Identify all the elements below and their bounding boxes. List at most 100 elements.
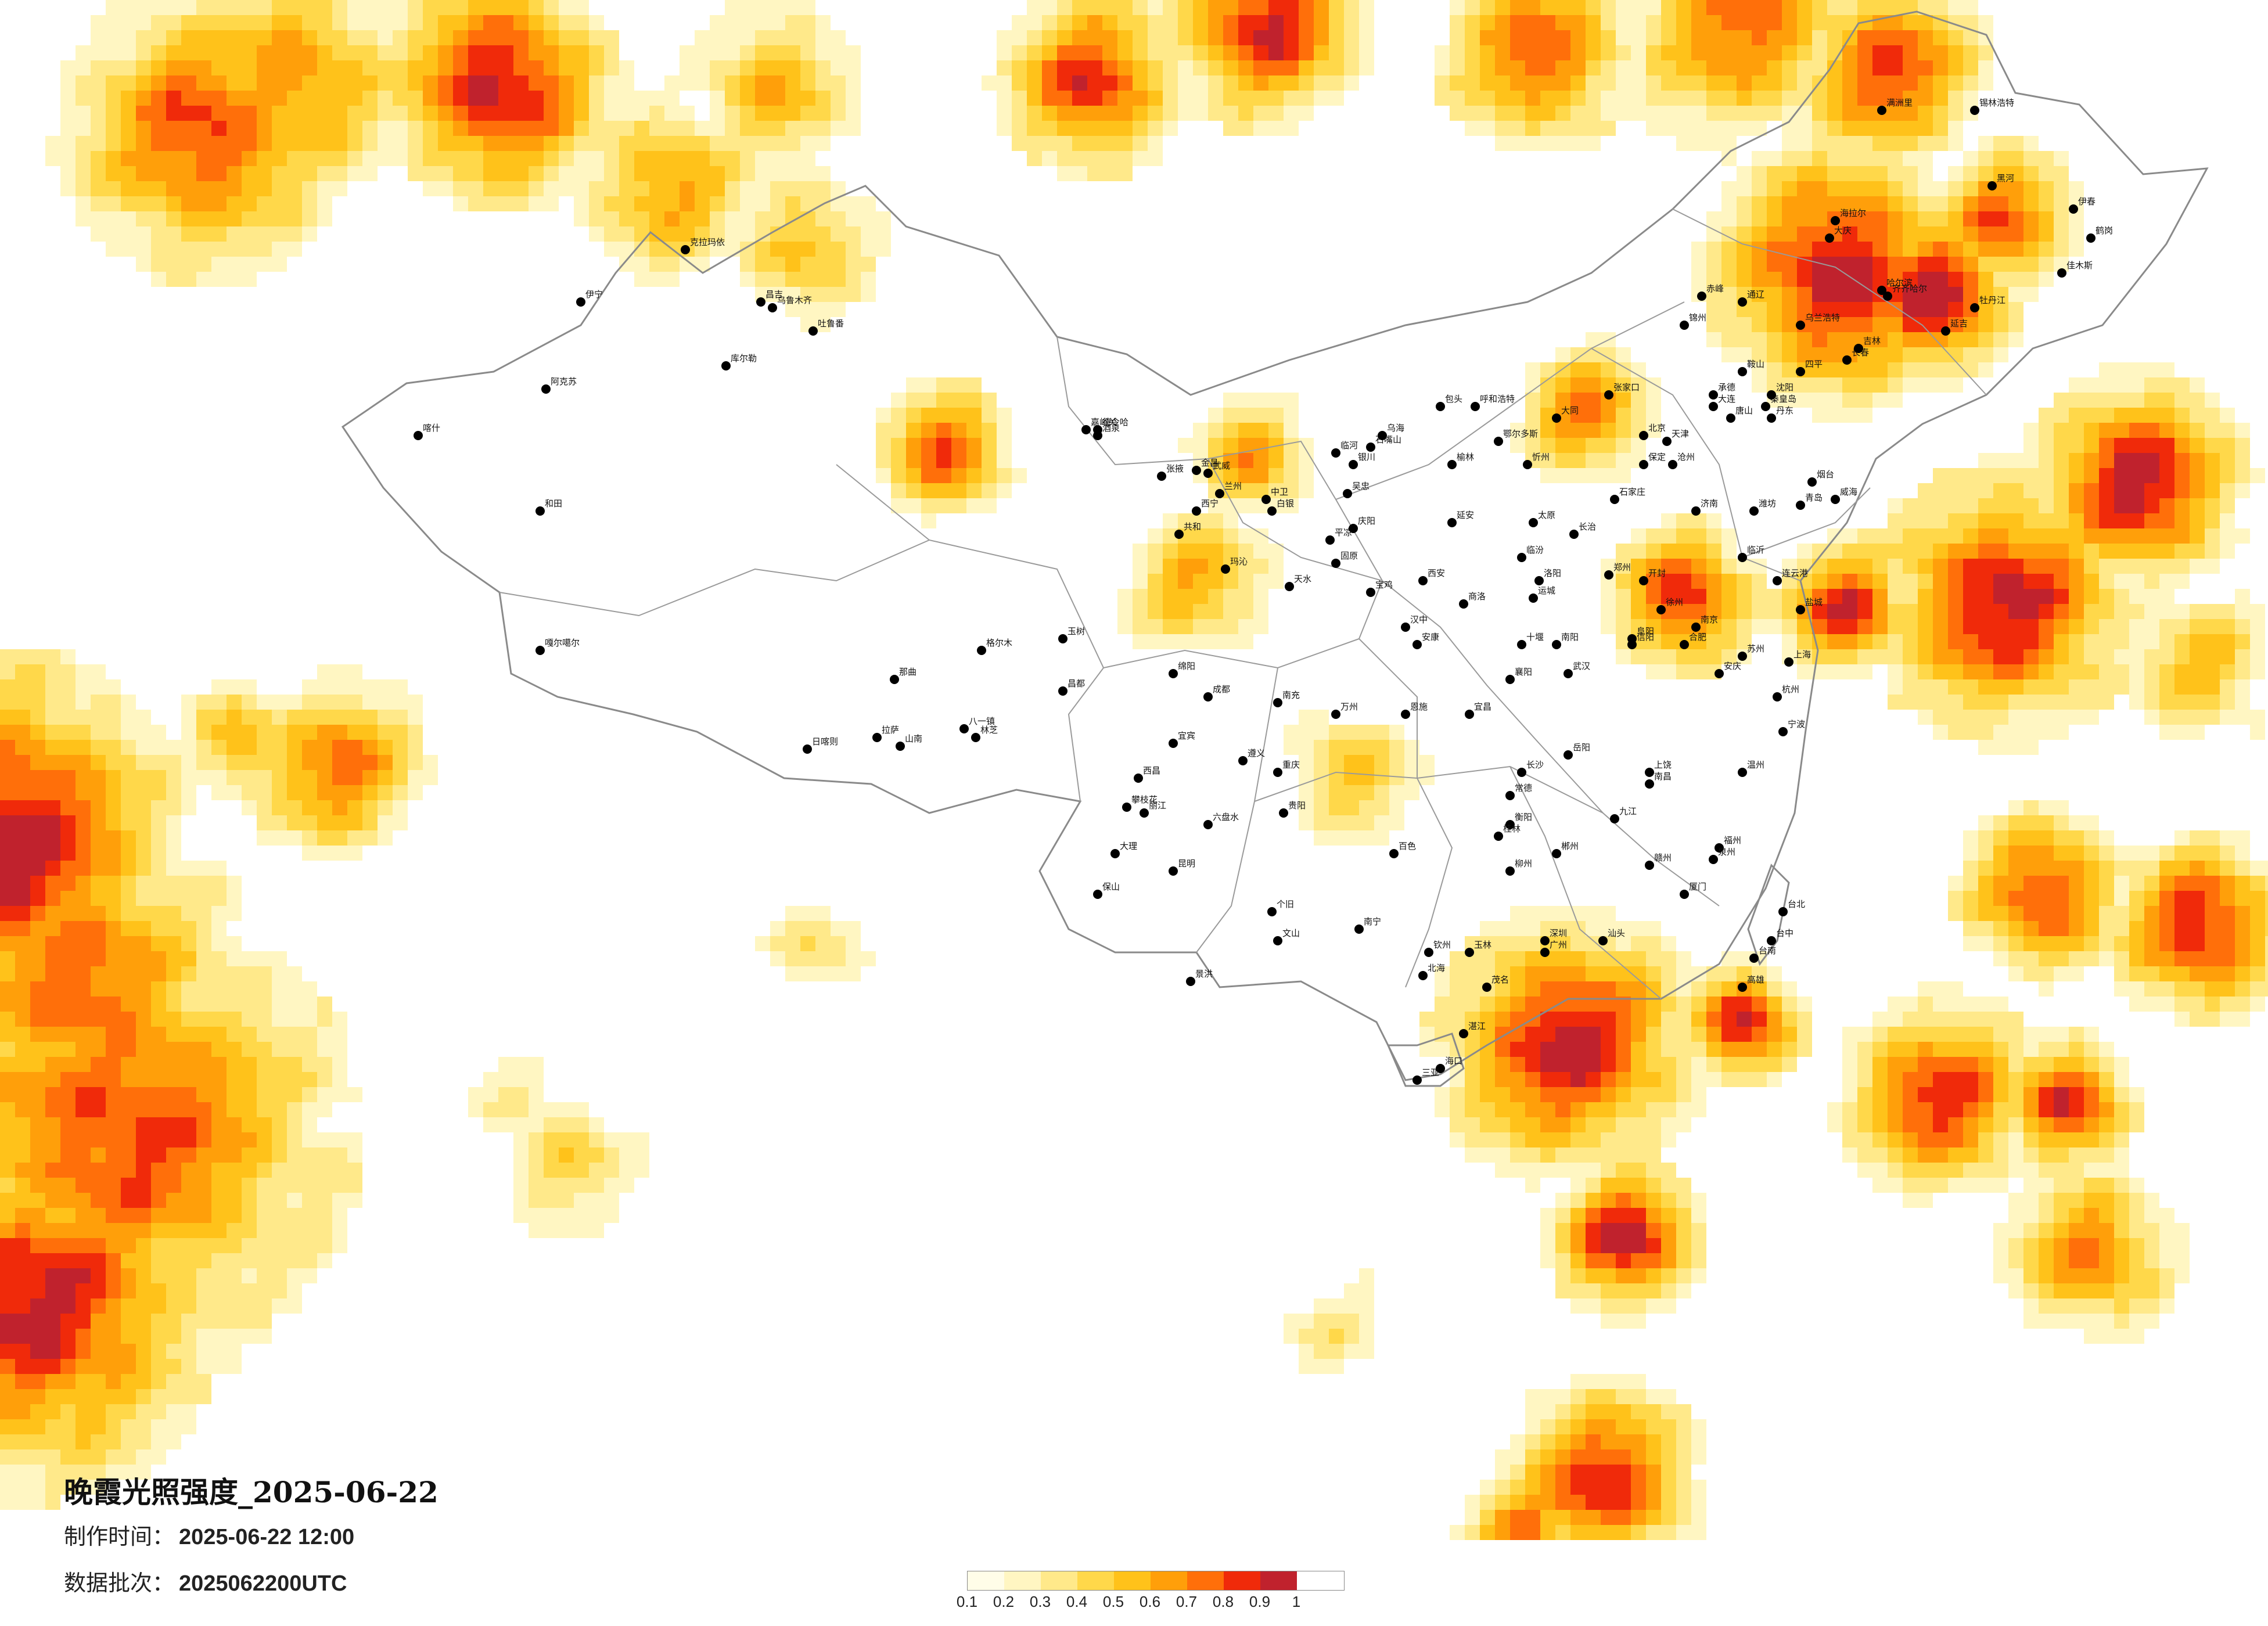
heat-cell (740, 15, 755, 30)
heat-cell (1616, 1374, 1631, 1389)
heat-cell (166, 272, 181, 287)
heat-cell (1329, 91, 1344, 106)
heat-cell (1827, 604, 1842, 619)
heat-cell (287, 966, 302, 981)
heat-cell (1888, 242, 1903, 257)
heat-cell (785, 91, 800, 106)
heat-cell (1948, 1027, 1963, 1042)
heat-cell (2039, 604, 2054, 619)
heat-cell (60, 861, 76, 876)
heat-cell (1570, 1147, 1586, 1163)
heat-cell (302, 695, 317, 710)
heat-cell (1857, 196, 1872, 211)
heat-cell (60, 966, 76, 981)
heat-cell (393, 815, 408, 830)
heat-cell (1872, 604, 1888, 619)
heat-cell (332, 30, 347, 45)
heat-cell (1993, 1117, 2008, 1132)
heat-cell (815, 287, 831, 302)
heat-cell (1631, 649, 1646, 664)
heat-cell (2099, 1208, 2114, 1223)
heat-cell (2129, 997, 2144, 1012)
heat-cell (680, 151, 695, 166)
heat-cell (1586, 377, 1601, 393)
heat-cell (2190, 906, 2205, 921)
heat-cell (1857, 151, 1872, 166)
heat-cell (317, 196, 332, 211)
heat-cell (589, 181, 604, 196)
heat-cell (2144, 695, 2159, 710)
heat-cell (272, 0, 287, 15)
heat-cell (1344, 30, 1359, 45)
heat-cell (936, 408, 951, 423)
heat-cell (1450, 15, 1465, 30)
heat-cell (317, 997, 332, 1012)
heat-cell (2099, 453, 2114, 468)
heat-cell (1888, 226, 1903, 242)
heat-cell (2144, 1208, 2159, 1223)
heat-cell (76, 1389, 91, 1404)
heat-cell (800, 151, 815, 166)
heat-cell (1903, 544, 1918, 559)
heat-cell (362, 830, 378, 846)
heat-cell (60, 1102, 76, 1117)
heat-cell (106, 815, 121, 830)
heat-cell (1631, 30, 1646, 45)
heat-cell (1676, 1208, 1691, 1223)
heat-cell (604, 106, 619, 121)
heat-cell (1888, 559, 1903, 574)
heat-cell (2069, 468, 2084, 483)
heat-cell (1978, 559, 1993, 574)
heat-cell (136, 891, 151, 906)
heat-cell (1872, 589, 1888, 604)
heat-cell (30, 725, 45, 740)
heat-cell (378, 830, 393, 846)
heat-cell (317, 91, 332, 106)
heat-cell (453, 0, 468, 15)
heat-cell (2099, 589, 2114, 604)
heat-cell (151, 0, 166, 15)
heat-cell (2069, 1057, 2084, 1072)
heat-cell (936, 468, 951, 483)
heat-cell (91, 45, 106, 60)
heat-cell (60, 1027, 76, 1042)
heat-cell (1737, 347, 1752, 362)
heat-cell (649, 121, 664, 136)
heat-cell (317, 695, 332, 710)
heat-cell (272, 770, 287, 785)
heat-cell (468, 1102, 483, 1117)
heat-cell (30, 770, 45, 785)
heat-cell (15, 861, 30, 876)
heat-cell (1933, 725, 1948, 740)
heat-cell (1616, 1253, 1631, 1268)
heat-cell (60, 106, 76, 121)
heat-cell (1525, 106, 1540, 121)
heat-cell (0, 649, 15, 664)
heat-cell (242, 151, 257, 166)
heat-cell (1540, 45, 1555, 60)
heat-cell (242, 181, 257, 196)
heat-cell (1872, 45, 1888, 60)
heat-cell (891, 423, 906, 438)
heat-cell (2054, 513, 2069, 528)
heat-cell (1888, 634, 1903, 649)
heat-cell (2235, 589, 2250, 604)
heat-cell (76, 136, 91, 151)
heat-cell (1812, 242, 1827, 257)
heat-cell (1495, 136, 1510, 151)
heat-cell (529, 1117, 544, 1132)
heat-cell (1525, 1178, 1540, 1193)
heat-cell (2039, 1193, 2054, 1208)
heat-cell (1253, 438, 1268, 453)
heat-cell (166, 815, 181, 830)
heat-cell (1948, 317, 1963, 332)
heat-cell (1842, 528, 1857, 544)
heat-cell (1948, 1042, 1963, 1057)
heat-cell (2039, 483, 2054, 498)
heat-cell (1782, 393, 1797, 408)
heat-cell (1646, 15, 1661, 30)
heat-cell (1374, 770, 1389, 785)
heat-cell (151, 60, 166, 75)
heat-cell (1208, 604, 1223, 619)
heat-cell (2129, 1102, 2144, 1117)
